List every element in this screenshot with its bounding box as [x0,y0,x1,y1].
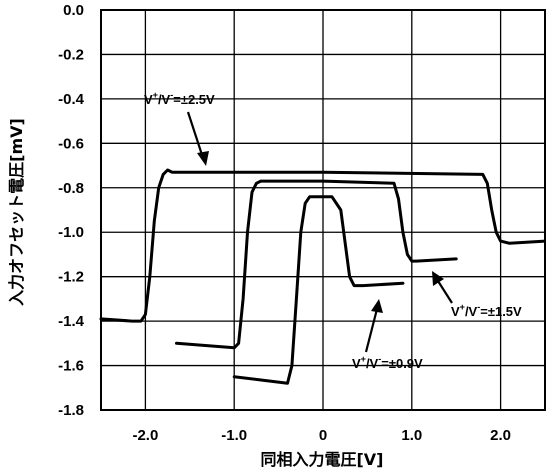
annotation-2v5-arrow [186,111,205,159]
x-tick-label: 2.0 [490,427,511,444]
x-tick-label: -1.0 [221,427,247,444]
annotation-2v5: V+/V-=±2.5V [144,90,215,166]
annotation-0v9-v: V [352,356,361,371]
annotation-0v9-mid: /V [366,356,379,371]
annotation-2v5-sup-plus: + [153,90,158,100]
series-line-2v5 [99,168,546,323]
series-line-0v9 [232,195,405,385]
y-tick-label: -1.8 [58,402,84,419]
svg-text:V+/V-=±0.9V: V+/V-=±0.9V [352,354,423,371]
annotation-1v5: V+/V-=±1.5V [432,271,522,319]
annotation-2v5-mid: /V [158,92,171,107]
y-tick-label: -1.0 [58,224,84,241]
y-tick-label: -1.6 [58,358,84,375]
x-tick-labels: -2.0 -1.0 0 1.0 2.0 [132,427,511,444]
x-tick-label: -2.0 [132,427,158,444]
y-tick-label: -1.4 [58,313,85,330]
x-axis-title: 同相入力電圧[V] [260,450,383,469]
annotation-0v9-arrow [364,308,379,353]
annotation-2v5-arrowhead [197,151,209,166]
x-tick-label: 1.0 [401,427,422,444]
annotation-1v5-mid: /V [465,304,478,319]
y-tick-labels: 0.0 -0.2 -0.4 -0.6 -0.8 -1.0 -1.2 -1.4 -1.6 -1.8 [58,2,85,419]
annotation-0v9-rest: =±0.9V [381,356,423,371]
y-tick-label: -0.2 [58,46,84,63]
annotation-1v5-arrowhead [432,271,444,286]
annotation-2v5-v: V [144,92,153,107]
annotation-0v9-arrowhead [371,299,383,313]
annotation-0v9: V+/V-=±0.9V [352,299,423,371]
grid [101,9,545,411]
y-tick-label: -0.8 [58,180,84,197]
series-group [99,168,546,385]
series-line-1v5 [175,179,458,350]
y-tick-label: -1.2 [58,269,84,286]
annotation-1v5-sup-plus: + [460,302,465,312]
y-tick-label: -0.4 [58,91,85,108]
annotation-2v5-sup-minus: - [170,90,173,100]
annotation-1v5-v: V [451,304,460,319]
annotation-0v9-sup-minus: - [378,354,381,364]
plot-frame [100,9,546,411]
annotation-1v5-rest: =±1.5V [480,304,522,319]
y-tick-label: 0.0 [63,2,84,19]
annotation-1v5-sup-minus: - [477,302,480,312]
y-tick-label: -0.6 [58,135,84,152]
svg-text:V+/V-=±2.5V: V+/V-=±2.5V [144,90,215,107]
annotation-2v5-rest: =±2.5V [173,92,215,107]
annotation-0v9-sup-plus: + [361,354,366,364]
x-tick-label: 0 [319,427,327,444]
y-axis-title: 入力オフセット電圧[mV] [7,118,26,306]
annotation-1v5-arrow [437,280,453,304]
svg-text:V+/V-=±1.5V: V+/V-=±1.5V [451,302,522,319]
